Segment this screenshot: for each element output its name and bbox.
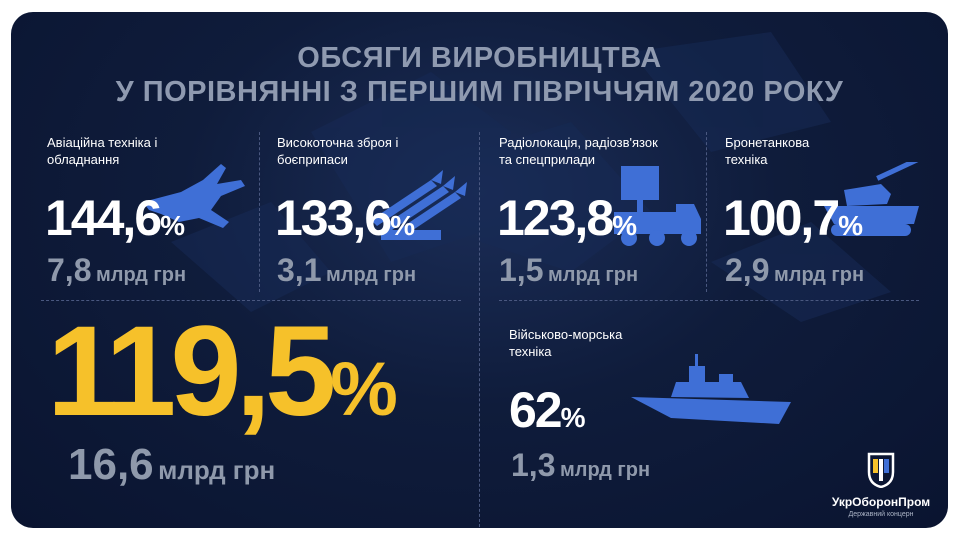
title-line-1: ОБСЯГИ ВИРОБНИЦТВА xyxy=(297,42,662,74)
amount-unit: млрд грн xyxy=(547,264,639,286)
total-percent-unit: % xyxy=(330,347,398,432)
percent-value: 144,6 xyxy=(45,190,162,246)
amount-precision-weapons: 3,1 млрд грн xyxy=(277,252,416,289)
divider-vertical-2 xyxy=(479,132,480,528)
total-amount-value: 16,6 xyxy=(68,440,154,489)
percent-value: 100,7 xyxy=(723,190,840,246)
percent-unit: % xyxy=(390,210,416,241)
amount-value: 3,1 xyxy=(277,252,322,288)
divider-vertical-3 xyxy=(706,132,707,292)
amount-value: 2,9 xyxy=(725,252,770,288)
missile-launcher-icon xyxy=(371,170,467,240)
percent-unit: % xyxy=(560,402,586,433)
category-label-line: обладнання xyxy=(47,152,120,167)
trident-shield-icon xyxy=(867,452,895,489)
tank-icon xyxy=(824,162,924,236)
amount-radar: 1,5 млрд грн xyxy=(499,252,638,289)
amount-value: 1,5 xyxy=(499,252,544,288)
category-label-radar: Радіолокація, радіозв'язок та спецприлад… xyxy=(499,134,658,168)
percent-aviation: 144,6% xyxy=(45,192,185,252)
category-label-line: Авіаційна техніка і xyxy=(47,135,158,150)
total-amount: 16,6 млрд грн xyxy=(68,440,275,490)
divider-horizontal-1 xyxy=(41,300,461,301)
infographic-card: ОБСЯГИ ВИРОБНИЦТВА У ПОРІВНЯННІ З ПЕРШИМ… xyxy=(11,12,948,528)
category-label-armored: Бронетанкова техніка xyxy=(725,134,809,168)
divider-vertical-1 xyxy=(259,132,260,292)
amount-unit: млрд грн xyxy=(95,264,187,286)
fighter-jet-icon xyxy=(143,164,245,228)
logo-subtitle: Державний концерн xyxy=(848,511,914,518)
amount-value: 7,8 xyxy=(47,252,92,288)
category-label-line: техніка xyxy=(725,152,768,167)
amount-value: 1,3 xyxy=(511,447,556,483)
divider-horizontal-2 xyxy=(499,300,919,301)
amount-unit: млрд грн xyxy=(559,459,651,481)
total-percent: 119,5% xyxy=(47,307,398,455)
category-label-naval: Військово-морська техніка xyxy=(509,326,622,360)
percent-unit: % xyxy=(160,210,186,241)
total-percent-value: 119,5 xyxy=(47,300,336,443)
warship-icon xyxy=(631,354,791,424)
category-label-precision-weapons: Високоточна зброя і боєприпаси xyxy=(277,134,398,168)
percent-armored: 100,7% xyxy=(723,192,863,252)
percent-unit: % xyxy=(612,210,638,241)
category-label-line: та спецприлади xyxy=(499,152,596,167)
amount-unit: млрд грн xyxy=(325,264,417,286)
amount-naval: 1,3 млрд грн xyxy=(511,447,650,484)
title-line-2: У ПОРІВНЯННІ З ПЕРШИМ ПІВРІЧЧЯМ 2020 РОК… xyxy=(115,76,844,108)
amount-unit: млрд грн xyxy=(773,264,865,286)
percent-precision-weapons: 133,6% xyxy=(275,192,415,252)
total-amount-unit: млрд грн xyxy=(158,455,276,485)
percent-value: 123,8 xyxy=(497,190,614,246)
radar-truck-icon xyxy=(614,166,701,246)
percent-unit: % xyxy=(838,210,864,241)
category-label-line: Бронетанкова xyxy=(725,135,810,150)
background-pattern xyxy=(171,32,891,322)
percent-value: 133,6 xyxy=(275,190,392,246)
company-logo: УкрОборонПром Державний концерн xyxy=(831,452,931,518)
amount-aviation: 7,8 млрд грн xyxy=(47,252,186,289)
category-label-line: Військово-морська xyxy=(509,327,623,342)
category-label-line: Високоточна зброя і xyxy=(277,135,399,150)
amount-armored: 2,9 млрд грн xyxy=(725,252,864,289)
percent-value: 62 xyxy=(509,382,563,438)
percent-radar: 123,8% xyxy=(497,192,637,252)
category-label-line: техніка xyxy=(509,344,552,359)
percent-naval: 62% xyxy=(509,384,586,444)
category-label-line: Радіолокація, радіозв'язок xyxy=(499,135,658,150)
category-label-line: боєприпаси xyxy=(277,152,348,167)
category-label-aviation: Авіаційна техніка і обладнання xyxy=(47,134,157,168)
logo-name: УкрОборонПром xyxy=(831,495,931,509)
